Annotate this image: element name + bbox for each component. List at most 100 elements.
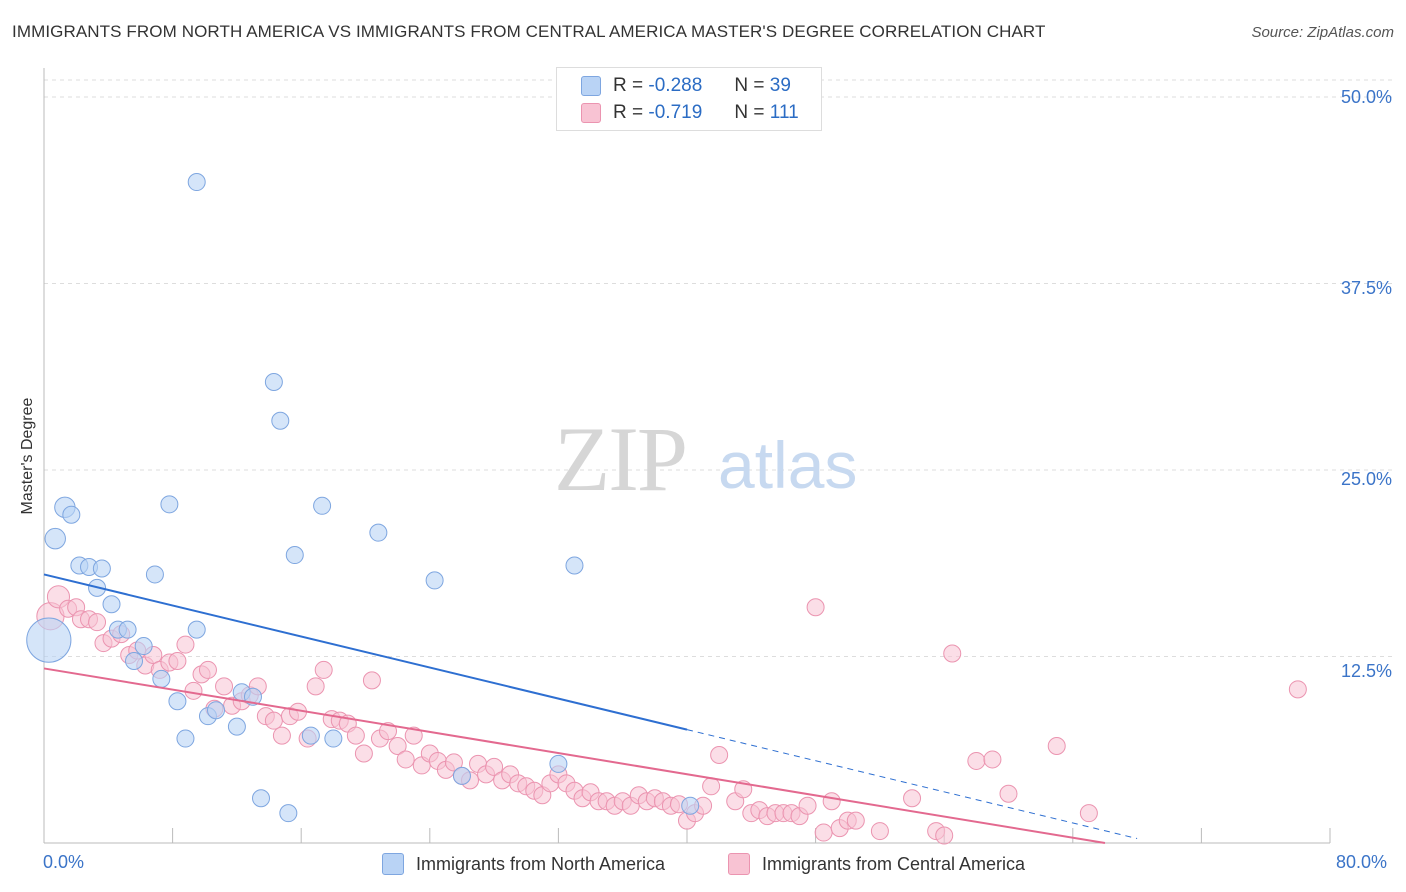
north-america-point (125, 651, 144, 670)
central-america-point (314, 660, 333, 679)
chart-title: IMMIGRANTS FROM NORTH AMERICA VS IMMIGRA… (12, 22, 1046, 41)
central-america-points (36, 585, 1307, 845)
n-value: 39 (769, 75, 791, 96)
trend-lines (43, 573, 1138, 844)
north-america-point (285, 546, 304, 565)
pink-swatch-icon (728, 853, 750, 875)
y-tick-label: 12.5% (1340, 661, 1392, 681)
north-america-point (187, 173, 206, 192)
north-america-point (145, 565, 164, 584)
north-america-point (227, 717, 246, 736)
north-america-point (243, 687, 262, 706)
central-america-point (943, 644, 962, 663)
central-america-point (444, 753, 463, 772)
central-america-point (264, 711, 283, 730)
central-america-point (396, 750, 415, 769)
central-america-point (362, 671, 381, 690)
central-america-point (846, 811, 865, 830)
north-america-point (452, 766, 471, 785)
n-value: 111 (769, 102, 799, 123)
central-america-point (702, 777, 721, 796)
central-america-point (935, 826, 954, 845)
central-america-point (306, 677, 325, 696)
n-label: N = (734, 102, 765, 123)
north-america-point (134, 637, 153, 656)
north-america-point (102, 595, 121, 614)
bottom-legend-north-america: Immigrants from North America (382, 850, 665, 878)
north-america-point (301, 726, 320, 745)
central-america-point (379, 722, 398, 741)
central-america-point (1079, 804, 1098, 823)
north-america-point (62, 505, 81, 524)
central-america-point (814, 823, 833, 842)
central-america-point (404, 726, 423, 745)
r-value: -0.719 (648, 102, 703, 123)
north-america-trend-extension (686, 729, 1138, 840)
north-america-point (425, 571, 444, 590)
north-america-point (92, 559, 111, 578)
correlation-legend: R = -0.288 N = 39 R = -0.719 N = 111 (556, 67, 822, 131)
north-america-point (252, 789, 271, 808)
north-america-point (264, 372, 283, 391)
blue-swatch-icon (382, 853, 404, 875)
central-america-point (903, 789, 922, 808)
north-america-point (118, 620, 137, 639)
central-america-point (967, 751, 986, 770)
watermark-atlas: atlas (718, 428, 857, 502)
north-america-point (44, 527, 66, 550)
central-america-point (88, 613, 107, 632)
legend-label: Immigrants from North America (416, 853, 666, 874)
north-america-point (549, 754, 568, 773)
north-america-point (187, 620, 206, 639)
central-america-point (983, 750, 1002, 769)
north-america-point (168, 692, 187, 711)
central-america-point (388, 737, 407, 756)
bottom-legend-central-america: Immigrants from Central America (728, 850, 1025, 878)
watermark-zip: ZIP (554, 408, 686, 510)
r-label: R = (613, 102, 644, 123)
north-america-point (152, 669, 171, 688)
central-america-point (485, 757, 504, 776)
central-america-point (176, 635, 195, 654)
central-america-point (806, 598, 825, 617)
y-tick-label: 25.0% (1340, 469, 1392, 489)
central-america-point (184, 681, 203, 700)
central-america-point (1288, 680, 1307, 699)
north-america-trend-line (43, 573, 688, 731)
x-tick-label-max: 80.0% (1336, 852, 1388, 872)
north-america-point (207, 701, 226, 720)
central-america-point (215, 677, 234, 696)
north-america-point (26, 617, 72, 663)
central-america-point (798, 796, 817, 815)
central-america-point (272, 726, 291, 745)
north-america-point (176, 729, 195, 748)
north-america-point (313, 496, 332, 515)
north-america-point (324, 729, 343, 748)
north-america-point (369, 523, 388, 542)
central-america-point (168, 651, 187, 670)
north-america-point (565, 556, 584, 575)
legend-row-north-america: R = -0.288 N = 39 (581, 73, 791, 99)
x-tick-label-min: 0.0% (43, 852, 85, 872)
central-america-point (198, 660, 217, 679)
central-america-point (346, 726, 365, 745)
r-label: R = (613, 75, 644, 96)
r-value: -0.288 (648, 75, 703, 96)
north-america-point (271, 411, 290, 430)
north-america-points (26, 173, 700, 823)
watermark: ZIP atlas (554, 408, 857, 510)
y-tick-label: 50.0% (1340, 87, 1392, 107)
central-america-point (999, 784, 1018, 803)
central-america-point (870, 822, 889, 841)
legend-label: Immigrants from Central America (762, 853, 1026, 874)
central-america-point (1047, 737, 1066, 756)
north-america-point (160, 495, 179, 514)
source-label: Source: ZipAtlas.com (1251, 24, 1394, 41)
central-america-point (710, 745, 729, 764)
north-america-point (279, 804, 298, 823)
gridlines (44, 79, 1392, 657)
axes (43, 68, 1331, 844)
y-tick-label: 37.5% (1340, 278, 1392, 298)
legend-row-central-america: R = -0.719 N = 111 (581, 100, 799, 126)
